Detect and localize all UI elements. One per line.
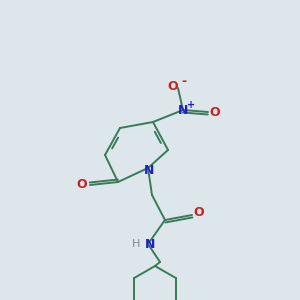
Text: O: O <box>210 106 220 119</box>
Text: N: N <box>178 104 188 118</box>
Text: H: H <box>132 239 140 249</box>
Text: O: O <box>168 80 178 92</box>
Text: +: + <box>187 100 195 110</box>
Text: N: N <box>145 238 155 250</box>
Text: O: O <box>194 206 204 218</box>
Text: -: - <box>182 74 187 88</box>
Text: O: O <box>77 178 87 191</box>
Text: N: N <box>144 164 154 178</box>
